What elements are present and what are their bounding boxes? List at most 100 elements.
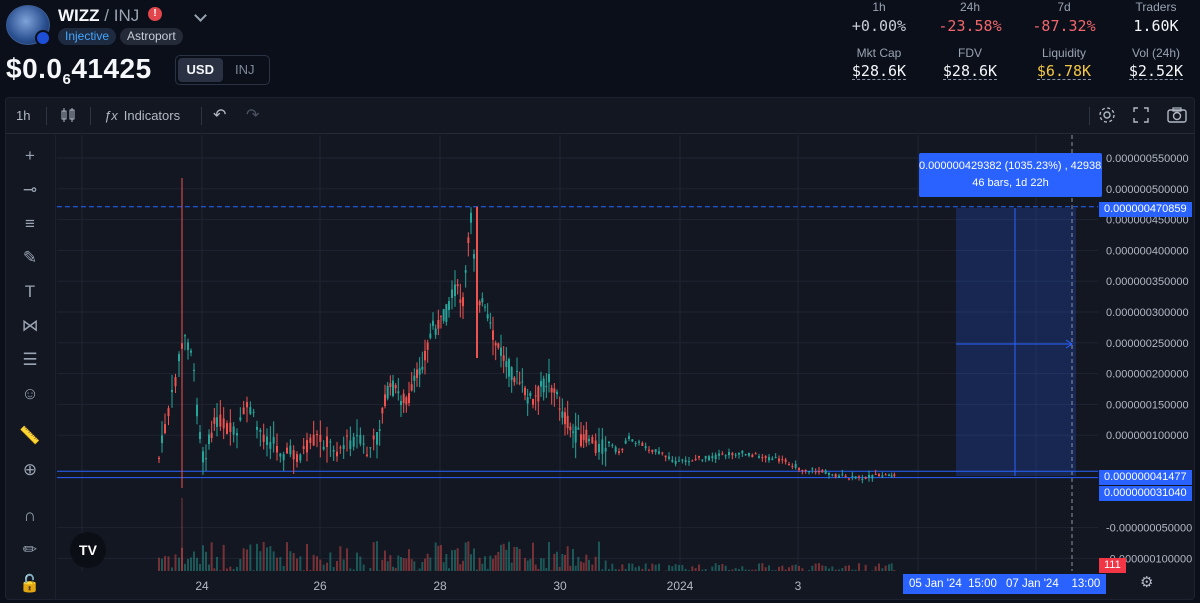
candle-body — [208, 434, 210, 444]
candle-body — [322, 446, 325, 450]
candle-type-icon[interactable] — [60, 98, 76, 134]
candle-body — [788, 464, 790, 466]
volume-bar — [416, 570, 418, 571]
candle-body — [400, 401, 402, 406]
pattern-icon[interactable]: ⋈ — [21, 316, 39, 335]
crosshair-icon[interactable]: + — [25, 146, 35, 165]
fullscreen-icon[interactable] — [1133, 98, 1149, 134]
volume-bar — [598, 541, 600, 571]
redo-icon[interactable]: ↷ — [246, 107, 260, 124]
volume-bar — [476, 569, 478, 571]
volume-bar — [494, 555, 497, 571]
candle-body — [222, 418, 225, 429]
interval-button[interactable]: 1h — [16, 108, 31, 123]
currency-inj-button[interactable]: INJ — [235, 62, 255, 77]
stat-liquidity[interactable]: Liquidity $6.78K — [1024, 46, 1104, 81]
candle-body — [631, 439, 634, 442]
zoom-in-icon[interactable]: ⊕ — [22, 460, 38, 479]
chain-badge[interactable]: Injective — [58, 28, 117, 45]
stat-label: Liquidity — [1041, 46, 1087, 60]
lock-icon[interactable]: 🔓 — [19, 574, 41, 593]
candle-body — [372, 435, 375, 440]
tradingview-logo[interactable]: TV — [70, 532, 106, 568]
horizontal-lines-icon[interactable]: ≡ — [25, 214, 35, 233]
emoji-icon[interactable]: ☺ — [21, 384, 39, 403]
candle-body — [518, 382, 521, 384]
candle-body — [494, 343, 497, 346]
price-chart[interactable]: 0.000000550000 0.000000500000 0.0000004500… — [6, 98, 1195, 600]
volume-bar — [319, 559, 322, 571]
volume-bar — [545, 568, 548, 571]
pencil-icon[interactable]: ✏ — [22, 540, 38, 559]
volume-bar — [540, 558, 542, 571]
volume-bar — [518, 549, 521, 571]
y-tick-label: 0.000000300000 — [1106, 307, 1189, 319]
currency-usd-button[interactable]: USD — [178, 58, 223, 82]
candle-body — [210, 432, 213, 439]
volume-bar — [408, 549, 410, 571]
brush-icon[interactable]: ✎ — [22, 248, 38, 267]
candle-body — [714, 454, 717, 459]
volume-bar — [532, 542, 534, 571]
text-icon[interactable]: T — [24, 282, 36, 301]
candle-body — [376, 432, 378, 445]
candle-body — [246, 402, 248, 408]
stat-label: 1h — [872, 0, 886, 14]
candle-body — [598, 443, 600, 453]
camera-icon[interactable] — [1167, 98, 1187, 134]
stat-fdv[interactable]: FDV $28.6K — [930, 46, 1010, 81]
undo-icon[interactable]: ↶ — [213, 107, 227, 124]
settings-icon[interactable]: ⚙ — [1140, 574, 1154, 591]
candle-body — [791, 466, 794, 468]
candle-body — [641, 442, 644, 446]
candle-body — [704, 456, 707, 459]
candle-body — [279, 453, 282, 457]
price-zero-count: 6 — [62, 71, 72, 88]
volume-bar — [754, 569, 757, 571]
volume-bar — [572, 548, 574, 571]
ruler-icon[interactable]: 📏 — [19, 426, 41, 445]
candle-body — [878, 474, 880, 476]
volume-bar — [721, 563, 724, 571]
volume-bar — [413, 561, 416, 571]
candle-body — [734, 454, 737, 456]
toolbar-divider — [46, 107, 47, 125]
candle-body — [389, 383, 392, 387]
volume-bar — [890, 563, 893, 571]
candle-body — [369, 447, 372, 449]
candle-body — [758, 456, 760, 458]
warning-icon[interactable]: ! — [148, 7, 162, 21]
volume-bar — [701, 569, 704, 571]
token-pair[interactable]: WIZZ / INJ — [58, 6, 139, 26]
fib-icon[interactable]: ☰ — [22, 350, 38, 369]
trend-line-icon[interactable]: ⊸ — [22, 180, 38, 199]
candle-body — [694, 458, 697, 460]
stat-mkt-cap[interactable]: Mkt Cap $28.6K — [839, 46, 919, 81]
chevron-down-icon[interactable] — [194, 9, 207, 22]
candle-body — [432, 320, 434, 326]
stat-volume-24h[interactable]: Vol (24h) $2.52K — [1116, 46, 1196, 81]
indicators-button[interactable]: ƒx Indicators — [104, 98, 180, 134]
volume-bar — [526, 560, 529, 571]
candle-body — [421, 366, 424, 370]
gear-icon[interactable] — [1098, 98, 1116, 134]
candle-body — [754, 453, 757, 455]
candle-body — [366, 454, 368, 456]
candle-body — [282, 454, 285, 461]
volume-bar — [229, 566, 232, 571]
volume-badge: 111 — [1099, 558, 1126, 573]
candle-body — [768, 457, 770, 461]
candle-body — [774, 457, 777, 459]
volume-bar — [582, 562, 585, 571]
volume-bar — [618, 569, 620, 571]
candle-body — [801, 470, 804, 472]
measure-box — [956, 208, 1076, 476]
magnet-icon[interactable]: ∩ — [23, 506, 37, 525]
volume-bar — [193, 551, 195, 571]
stat-label: Mkt Cap — [856, 46, 902, 60]
candle-body — [678, 460, 680, 462]
candle-body — [711, 456, 714, 459]
candle-body — [508, 359, 510, 377]
candle-body — [346, 435, 348, 437]
dex-badge[interactable]: Astroport — [120, 28, 183, 45]
